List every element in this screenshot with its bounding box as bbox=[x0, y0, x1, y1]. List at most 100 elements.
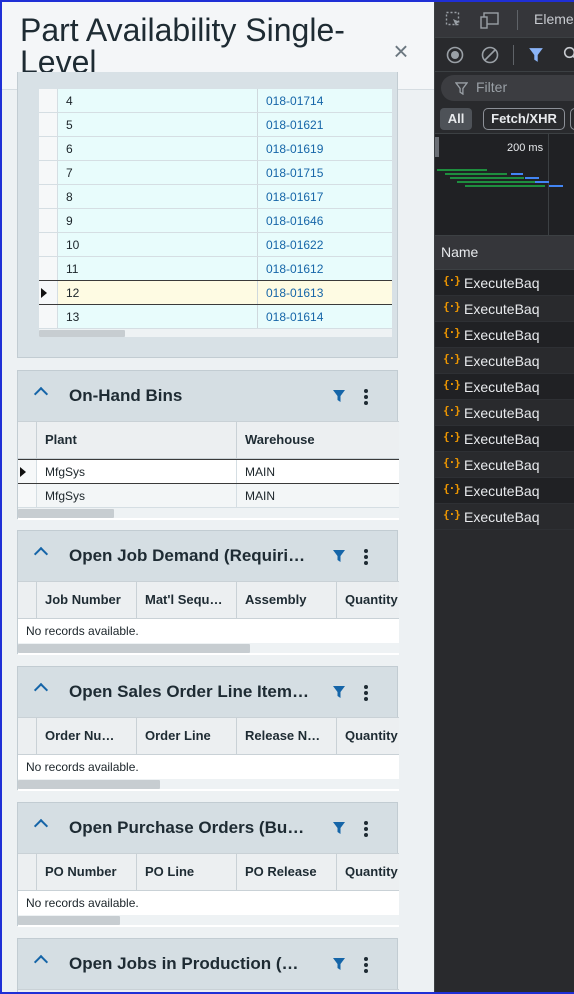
column-header-quantity[interactable]: Quantity bbox=[345, 864, 398, 879]
part-link[interactable]: 018-01612 bbox=[258, 257, 392, 280]
more-options-icon[interactable] bbox=[364, 549, 368, 565]
column-header-release[interactable]: Release N… bbox=[237, 718, 337, 756]
collapse-chevron-icon[interactable] bbox=[33, 818, 49, 834]
column-header-matl-seq[interactable]: Mat'l Sequ… bbox=[137, 582, 237, 620]
table-row[interactable]: 9 018-01646 bbox=[39, 209, 392, 233]
horizontal-scrollbar[interactable] bbox=[18, 508, 399, 518]
column-header-name[interactable]: Name bbox=[441, 244, 479, 260]
row-selector[interactable] bbox=[18, 484, 37, 507]
column-header-po-number[interactable]: PO Number bbox=[37, 854, 137, 892]
column-header-job-number[interactable]: Job Number bbox=[37, 582, 137, 620]
seq-cell: 4 bbox=[58, 89, 258, 112]
scrollbar-thumb[interactable] bbox=[18, 509, 114, 518]
request-row[interactable]: {·} ExecuteBaq bbox=[435, 270, 574, 296]
row-selector[interactable] bbox=[39, 161, 58, 184]
request-row[interactable]: {·} ExecuteBaq bbox=[435, 452, 574, 478]
filter-input[interactable]: Filter bbox=[441, 75, 574, 101]
type-all-button[interactable]: All bbox=[440, 108, 472, 130]
tab-elements[interactable]: Eleme bbox=[534, 11, 574, 27]
more-options-icon[interactable] bbox=[364, 821, 368, 837]
type-more-button[interactable] bbox=[570, 108, 574, 130]
column-header-quantity[interactable]: Quantity bbox=[345, 728, 398, 743]
part-link[interactable]: 018-01617 bbox=[258, 185, 392, 208]
part-link[interactable]: 018-01613 bbox=[258, 281, 392, 304]
filter-icon[interactable] bbox=[332, 549, 346, 563]
row-selector[interactable] bbox=[39, 281, 58, 304]
column-header-plant[interactable]: Plant bbox=[37, 422, 237, 460]
collapse-chevron-icon[interactable] bbox=[33, 546, 49, 562]
row-selector[interactable] bbox=[39, 185, 58, 208]
row-selector[interactable] bbox=[39, 233, 58, 256]
request-row[interactable]: {·} ExecuteBaq bbox=[435, 400, 574, 426]
filter-icon[interactable] bbox=[528, 47, 544, 63]
request-row[interactable]: {·} ExecuteBaq bbox=[435, 322, 574, 348]
horizontal-scrollbar[interactable] bbox=[18, 779, 399, 789]
request-row[interactable]: {·} ExecuteBaq bbox=[435, 426, 574, 452]
column-header-order-line[interactable]: Order Line bbox=[137, 718, 237, 756]
row-selector[interactable] bbox=[18, 460, 37, 483]
collapse-chevron-icon[interactable] bbox=[33, 682, 49, 698]
search-icon[interactable] bbox=[563, 46, 574, 62]
part-link[interactable]: 018-01715 bbox=[258, 161, 392, 184]
type-fetch-xhr-button[interactable]: Fetch/XHR bbox=[483, 108, 565, 130]
more-options-icon[interactable] bbox=[364, 685, 368, 701]
collapse-chevron-icon[interactable] bbox=[33, 954, 49, 970]
row-selector[interactable] bbox=[39, 113, 58, 136]
part-link[interactable]: 018-01714 bbox=[258, 89, 392, 112]
filter-icon[interactable] bbox=[332, 685, 346, 699]
horizontal-scrollbar[interactable] bbox=[18, 915, 399, 925]
table-row[interactable]: MfgSys MAIN bbox=[18, 459, 399, 484]
table-row[interactable]: 13 018-01614 bbox=[39, 305, 392, 329]
part-link[interactable]: 018-01621 bbox=[258, 113, 392, 136]
filter-icon[interactable] bbox=[332, 821, 346, 835]
row-selector[interactable] bbox=[39, 89, 58, 112]
more-options-icon[interactable] bbox=[364, 389, 368, 405]
table-row[interactable]: 5 018-01621 bbox=[39, 113, 392, 137]
horizontal-scrollbar[interactable] bbox=[39, 329, 392, 337]
scrollbar-thumb[interactable] bbox=[18, 916, 120, 925]
table-row[interactable]: 6 018-01619 bbox=[39, 137, 392, 161]
table-row[interactable]: 7 018-01715 bbox=[39, 161, 392, 185]
row-selector[interactable] bbox=[39, 209, 58, 232]
request-row[interactable]: {·} ExecuteBaq bbox=[435, 478, 574, 504]
job-demand-grid: Job Number Mat'l Sequ… Assembly Quantity… bbox=[18, 581, 399, 655]
horizontal-scrollbar[interactable] bbox=[18, 643, 399, 653]
table-row[interactable]: MfgSys MAIN bbox=[18, 484, 399, 508]
timeline-handle[interactable] bbox=[435, 137, 439, 157]
filter-icon[interactable] bbox=[332, 389, 346, 403]
part-link[interactable]: 018-01619 bbox=[258, 137, 392, 160]
row-selector[interactable] bbox=[39, 257, 58, 280]
record-icon[interactable] bbox=[446, 46, 464, 64]
request-row[interactable]: {·} ExecuteBaq bbox=[435, 296, 574, 322]
part-link[interactable]: 018-01614 bbox=[258, 305, 392, 328]
table-row[interactable]: 10 018-01622 bbox=[39, 233, 392, 257]
row-selector[interactable] bbox=[39, 137, 58, 160]
part-link[interactable]: 018-01622 bbox=[258, 233, 392, 256]
table-row[interactable]: 8 018-01617 bbox=[39, 185, 392, 209]
inspect-element-icon[interactable] bbox=[445, 11, 463, 29]
scrollbar-thumb[interactable] bbox=[18, 644, 250, 653]
table-row[interactable]: 4 018-01714 bbox=[39, 89, 392, 113]
collapse-chevron-icon[interactable] bbox=[33, 386, 49, 402]
request-row[interactable]: {·} ExecuteBaq bbox=[435, 374, 574, 400]
scrollbar-thumb[interactable] bbox=[39, 330, 125, 337]
column-header-warehouse[interactable]: Warehouse bbox=[245, 432, 315, 447]
filter-icon[interactable] bbox=[332, 957, 346, 971]
request-row[interactable]: {·} ExecuteBaq bbox=[435, 348, 574, 374]
column-header-po-release[interactable]: PO Release bbox=[237, 854, 337, 892]
column-header-order-number[interactable]: Order Nu… bbox=[37, 718, 137, 756]
clear-icon[interactable] bbox=[481, 46, 499, 64]
more-options-icon[interactable] bbox=[364, 957, 368, 973]
close-icon[interactable]: × bbox=[393, 36, 409, 66]
fetch-icon: {·} bbox=[443, 482, 461, 495]
column-header-quantity[interactable]: Quantity bbox=[345, 592, 398, 607]
device-toolbar-icon[interactable] bbox=[480, 11, 500, 29]
table-row[interactable]: 11 018-01612 bbox=[39, 257, 392, 281]
column-header-po-line[interactable]: PO Line bbox=[137, 854, 237, 892]
row-selector[interactable] bbox=[39, 305, 58, 328]
column-header-assembly[interactable]: Assembly bbox=[237, 582, 337, 620]
scrollbar-thumb[interactable] bbox=[18, 780, 160, 789]
selected-table-row[interactable]: 12 018-01613 bbox=[39, 280, 392, 305]
part-link[interactable]: 018-01646 bbox=[258, 209, 392, 232]
request-row[interactable]: {·} ExecuteBaq bbox=[435, 504, 574, 530]
